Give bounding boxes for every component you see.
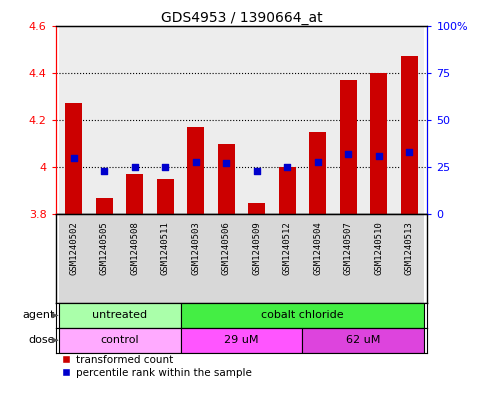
Bar bbox=[150, 26, 181, 215]
Bar bbox=[302, 26, 333, 215]
Text: GSM1240511: GSM1240511 bbox=[161, 222, 170, 275]
Bar bbox=[363, 26, 394, 215]
Text: GSM1240510: GSM1240510 bbox=[374, 222, 383, 275]
Bar bbox=[211, 26, 242, 215]
Bar bbox=[333, 215, 363, 303]
Bar bbox=[272, 26, 302, 215]
Text: agent: agent bbox=[23, 310, 55, 320]
Point bbox=[192, 158, 199, 165]
Bar bbox=[401, 56, 417, 215]
Text: GSM1240513: GSM1240513 bbox=[405, 222, 413, 275]
Bar bbox=[120, 26, 150, 215]
Point bbox=[222, 160, 230, 167]
Text: GSM1240508: GSM1240508 bbox=[130, 222, 139, 275]
Text: GSM1240503: GSM1240503 bbox=[191, 222, 200, 275]
Bar bbox=[211, 215, 242, 303]
Bar bbox=[58, 26, 89, 215]
Bar bbox=[279, 167, 296, 215]
Bar bbox=[242, 26, 272, 215]
Bar bbox=[58, 303, 181, 328]
Legend: transformed count, percentile rank within the sample: transformed count, percentile rank withi… bbox=[56, 351, 256, 382]
Point bbox=[161, 164, 169, 171]
Text: GSM1240504: GSM1240504 bbox=[313, 222, 322, 275]
Point bbox=[284, 164, 291, 171]
Bar bbox=[340, 80, 356, 215]
Bar bbox=[181, 303, 425, 328]
Point bbox=[100, 168, 108, 174]
Bar bbox=[187, 127, 204, 215]
Text: GSM1240505: GSM1240505 bbox=[100, 222, 109, 275]
Point bbox=[314, 158, 322, 165]
Text: untreated: untreated bbox=[92, 310, 147, 320]
Bar bbox=[89, 215, 120, 303]
Bar bbox=[120, 215, 150, 303]
Bar bbox=[157, 179, 174, 215]
Bar bbox=[58, 328, 181, 353]
Bar bbox=[181, 215, 211, 303]
Bar bbox=[242, 215, 272, 303]
Bar bbox=[127, 174, 143, 215]
Bar bbox=[309, 132, 326, 215]
Text: dose: dose bbox=[28, 335, 55, 345]
Point bbox=[344, 151, 352, 157]
Bar bbox=[181, 328, 302, 353]
Point bbox=[253, 168, 261, 174]
Bar bbox=[272, 215, 302, 303]
Text: GSM1240502: GSM1240502 bbox=[70, 222, 78, 275]
Bar bbox=[58, 215, 89, 303]
Bar bbox=[181, 26, 211, 215]
Bar bbox=[363, 215, 394, 303]
Bar bbox=[394, 26, 425, 215]
Bar bbox=[333, 26, 363, 215]
Bar bbox=[370, 73, 387, 215]
Bar bbox=[150, 215, 181, 303]
Text: GSM1240512: GSM1240512 bbox=[283, 222, 292, 275]
Point bbox=[405, 149, 413, 155]
Bar bbox=[302, 215, 333, 303]
Bar bbox=[302, 328, 425, 353]
Point bbox=[131, 164, 139, 171]
Text: GSM1240506: GSM1240506 bbox=[222, 222, 231, 275]
Text: cobalt chloride: cobalt chloride bbox=[261, 310, 344, 320]
Bar bbox=[96, 198, 113, 215]
Text: GSM1240507: GSM1240507 bbox=[344, 222, 353, 275]
Text: control: control bbox=[100, 335, 139, 345]
Point bbox=[70, 155, 78, 161]
Bar bbox=[66, 103, 82, 215]
Text: 62 uM: 62 uM bbox=[346, 335, 381, 345]
Bar bbox=[89, 26, 120, 215]
Point bbox=[375, 153, 383, 159]
Title: GDS4953 / 1390664_at: GDS4953 / 1390664_at bbox=[161, 11, 322, 24]
Text: GSM1240509: GSM1240509 bbox=[252, 222, 261, 275]
Bar bbox=[248, 203, 265, 215]
Text: 29 uM: 29 uM bbox=[224, 335, 259, 345]
Bar bbox=[394, 215, 425, 303]
Bar bbox=[218, 143, 235, 215]
